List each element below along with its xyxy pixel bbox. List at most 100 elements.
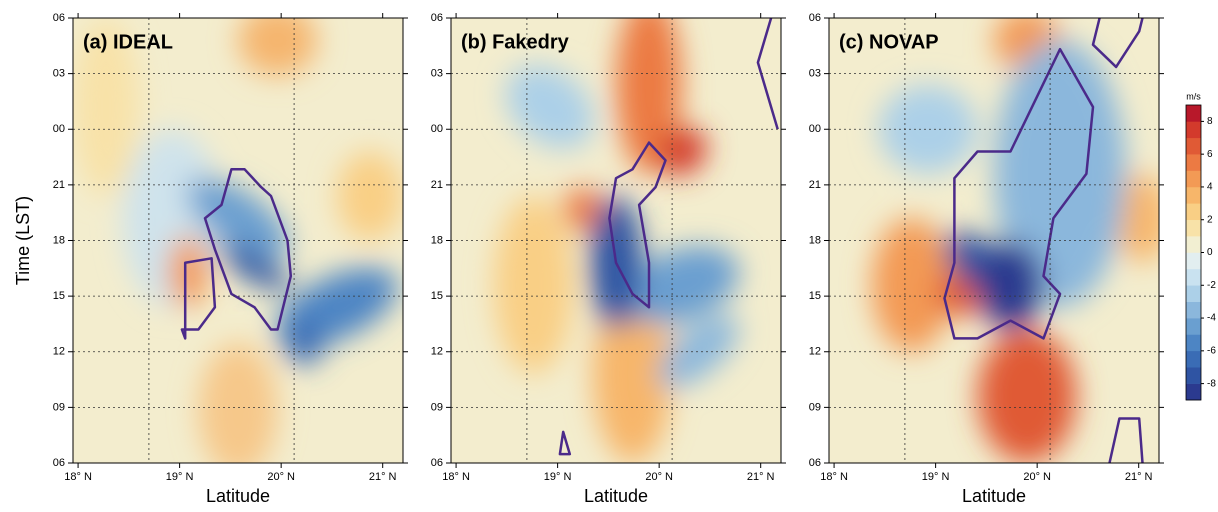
y-tick-label: 18 xyxy=(431,234,443,246)
panel-title: (a) IDEAL xyxy=(83,31,173,53)
field-blob xyxy=(337,151,403,241)
field-blob xyxy=(977,240,1044,330)
plot-frame xyxy=(450,17,782,464)
y-tick-label: 00 xyxy=(809,123,821,135)
colorbar-swatch xyxy=(1186,170,1201,188)
y-tick-label: 00 xyxy=(53,123,65,135)
colorbar-swatch xyxy=(1186,285,1201,302)
colorbar-swatch xyxy=(1186,334,1201,352)
field xyxy=(829,18,1159,463)
y-axis-label: Time (LST) xyxy=(13,196,33,285)
colorbar-tick-label: 6 xyxy=(1207,149,1213,160)
plot-frame xyxy=(72,17,404,464)
x-tick-label: 19° N xyxy=(922,471,950,483)
contour xyxy=(756,18,779,130)
field-blob xyxy=(563,187,603,232)
x-axis-label: Latitude xyxy=(206,486,270,506)
colorbar-swatch xyxy=(1186,154,1201,171)
x-tick-label: 18° N xyxy=(64,471,92,483)
y-tick-label: 12 xyxy=(431,346,443,358)
field xyxy=(451,18,781,463)
colorbar-tick-label: 4 xyxy=(1207,182,1213,193)
contour xyxy=(558,430,572,456)
colorbar-tick-label: 2 xyxy=(1207,214,1213,225)
field-blob xyxy=(186,177,290,259)
colorbar-swatch xyxy=(1186,301,1201,319)
field-blob xyxy=(238,18,318,76)
contour xyxy=(943,47,1095,340)
x-tick-label: 20° N xyxy=(1023,471,1051,483)
x-tick-label: 21° N xyxy=(369,471,397,483)
colorbar-swatch xyxy=(1186,137,1201,155)
y-tick-label: 03 xyxy=(53,68,65,80)
y-tick-label: 06 xyxy=(809,457,821,469)
colorbar-label: m/s xyxy=(1186,91,1201,101)
y-tick-label: 06 xyxy=(431,12,443,24)
y-tick-label: 09 xyxy=(53,401,65,413)
colorbar-swatch xyxy=(1186,252,1201,270)
field-blob xyxy=(493,196,574,374)
y-tick-label: 09 xyxy=(431,401,443,413)
x-tick-label: 20° N xyxy=(267,471,295,483)
x-tick-label: 20° N xyxy=(645,471,673,483)
colorbar-tick-label: 0 xyxy=(1207,247,1213,258)
colorbar-tick-label: -6 xyxy=(1207,345,1216,356)
colorbar-tick-label: 8 xyxy=(1207,116,1213,127)
y-tick-label: 21 xyxy=(809,179,821,191)
field-blob xyxy=(219,244,290,291)
y-tick-label: 09 xyxy=(809,401,821,413)
y-tick-label: 12 xyxy=(809,346,821,358)
contour xyxy=(180,257,217,340)
colorbar-swatch xyxy=(1186,203,1201,221)
x-axis-label: Latitude xyxy=(962,486,1026,506)
plot-frame xyxy=(828,17,1160,464)
y-tick-label: 06 xyxy=(53,457,65,469)
colorbar-swatch xyxy=(1186,350,1201,368)
colorbar-tick-label: -8 xyxy=(1207,378,1216,389)
colorbar-swatch xyxy=(1186,105,1201,122)
field-blob xyxy=(1116,173,1159,263)
field-blob xyxy=(198,342,278,463)
y-tick-label: 21 xyxy=(431,179,443,191)
y-tick-label: 18 xyxy=(53,234,65,246)
y-tick-label: 12 xyxy=(53,346,65,358)
field-shading xyxy=(871,18,1159,463)
field-blob xyxy=(168,236,209,308)
colorbar-swatch xyxy=(1186,219,1201,237)
y-tick-label: 06 xyxy=(53,12,65,24)
x-tick-label: 18° N xyxy=(442,471,470,483)
field-blob xyxy=(616,18,682,174)
field-blob xyxy=(657,315,740,388)
field-blob xyxy=(624,245,740,325)
field-blob xyxy=(284,320,324,366)
colorbar-swatch xyxy=(1186,236,1201,253)
colorbar-swatch xyxy=(1186,268,1201,286)
contour xyxy=(608,141,667,309)
x-tick-label: 19° N xyxy=(166,471,194,483)
colorbar-swatch xyxy=(1186,367,1201,384)
contour xyxy=(203,168,293,331)
field-blob xyxy=(977,329,1077,463)
contour xyxy=(1108,417,1144,463)
colorbar-swatch xyxy=(1186,186,1201,204)
y-tick-label: 06 xyxy=(809,12,821,24)
field-blob xyxy=(505,65,595,149)
y-tick-label: 15 xyxy=(431,290,443,302)
field-blob xyxy=(878,84,978,174)
colorbar-tick-label: -2 xyxy=(1207,280,1216,291)
x-tick-label: 18° N xyxy=(820,471,848,483)
y-tick-label: 06 xyxy=(431,457,443,469)
x-tick-label: 21° N xyxy=(747,471,775,483)
y-tick-label: 03 xyxy=(809,68,821,80)
x-tick-label: 21° N xyxy=(1125,471,1153,483)
y-tick-label: 00 xyxy=(431,123,443,135)
field-blob xyxy=(592,285,673,463)
colorbar-swatch xyxy=(1186,318,1201,335)
field-blob xyxy=(657,127,707,176)
x-axis-label: Latitude xyxy=(584,486,648,506)
contour xyxy=(1091,18,1144,69)
x-tick-label: 19° N xyxy=(544,471,572,483)
field-shading xyxy=(73,18,403,463)
colorbar-swatch xyxy=(1186,121,1201,139)
